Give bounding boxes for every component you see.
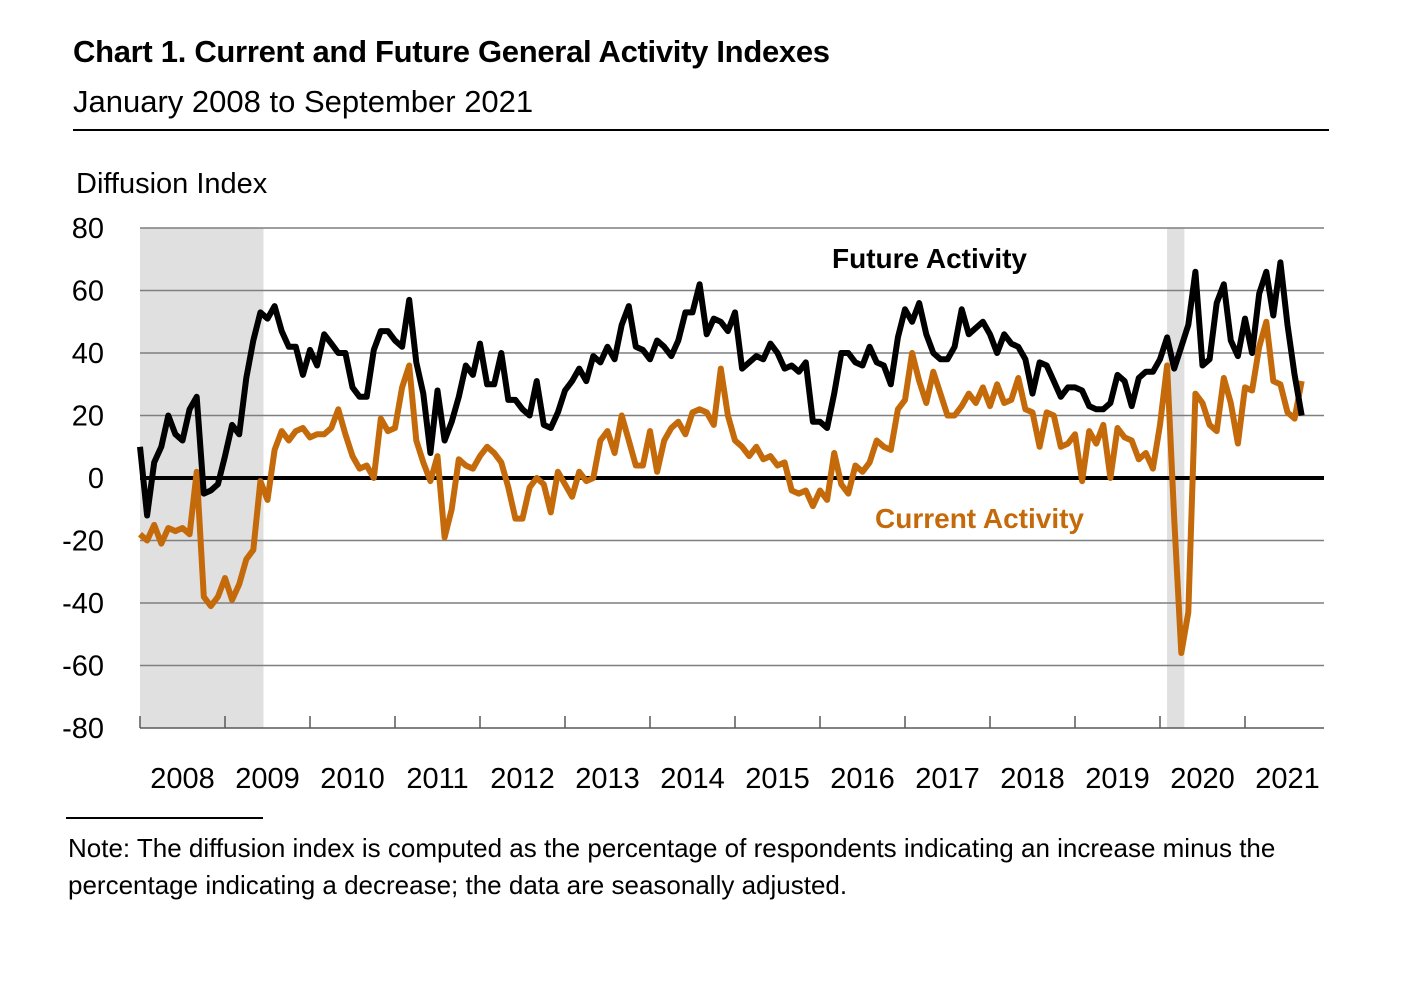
chart-note: Note: The diffusion index is computed as… xyxy=(68,833,1276,900)
y-tick-label: -80 xyxy=(62,713,104,745)
x-tick-label: 2009 xyxy=(235,763,300,795)
x-tick-label: 2018 xyxy=(1000,763,1065,795)
x-tick-label: 2020 xyxy=(1170,763,1235,795)
y-tick-label: 60 xyxy=(72,276,104,308)
y-tick-label: 0 xyxy=(88,463,104,495)
x-axis: 2008 2009 2010 2011 2012 2013 2014 2015 2016 2017… xyxy=(139,716,1324,795)
x-tick-label: 2008 xyxy=(150,763,215,795)
x-tick-label: 2019 xyxy=(1085,763,1150,795)
x-tick-label: 2015 xyxy=(745,763,810,795)
x-tick-label: 2021 xyxy=(1255,763,1320,795)
gridlines xyxy=(140,227,1324,667)
x-tick-label: 2013 xyxy=(575,763,640,795)
y-tick-label: -20 xyxy=(62,526,104,558)
y-tick-label: -40 xyxy=(62,588,104,620)
series-line-future-activity xyxy=(137,259,1305,519)
chart-title: Chart 1. Current and Future General Acti… xyxy=(73,34,830,69)
y-tick-label: 20 xyxy=(72,401,104,433)
y-tick-label: -60 xyxy=(62,651,104,683)
chart-subtitle: January 2008 to September 2021 xyxy=(73,84,534,119)
y-axis-title: Diffusion Index xyxy=(76,168,268,200)
title-divider xyxy=(73,129,1329,131)
series-label-future-activity: Future Activity xyxy=(832,243,1027,274)
x-tick-label: 2012 xyxy=(490,763,555,795)
series-label-current-activity: Current Activity xyxy=(875,503,1084,534)
x-tick-label: 2010 xyxy=(320,763,385,795)
x-tick-label: 2017 xyxy=(915,763,980,795)
y-tick-label: 80 xyxy=(72,213,104,245)
x-tick-label: 2016 xyxy=(830,763,895,795)
y-tick-label: 40 xyxy=(72,338,104,370)
series-line-current-activity xyxy=(138,318,1305,656)
series-lines xyxy=(137,259,1305,656)
x-tick-label: 2011 xyxy=(406,763,468,795)
x-tick-label: 2014 xyxy=(660,763,725,795)
note-divider xyxy=(66,817,263,819)
y-tick-labels: 80 60 40 20 0 -20 -40 -60 -80 xyxy=(62,213,104,745)
